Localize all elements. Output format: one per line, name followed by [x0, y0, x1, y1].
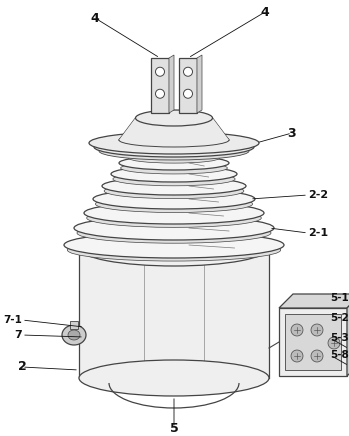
Text: 5-8: 5-8 — [330, 350, 349, 360]
Ellipse shape — [104, 184, 244, 199]
Bar — [179, 58, 197, 113]
Ellipse shape — [62, 325, 86, 345]
Ellipse shape — [87, 209, 261, 227]
Ellipse shape — [74, 216, 274, 240]
Ellipse shape — [111, 166, 237, 182]
Circle shape — [184, 89, 193, 98]
Text: 7: 7 — [14, 330, 22, 340]
Ellipse shape — [64, 232, 284, 258]
Ellipse shape — [79, 360, 269, 396]
Circle shape — [184, 67, 193, 76]
Bar — [151, 58, 169, 113]
Text: 5-2: 5-2 — [330, 313, 349, 323]
Text: 3: 3 — [288, 126, 296, 140]
Bar — [70, 321, 78, 329]
Polygon shape — [119, 118, 229, 140]
Polygon shape — [169, 55, 174, 113]
Text: 5-3: 5-3 — [330, 333, 349, 343]
Text: 2-2: 2-2 — [308, 190, 328, 200]
Ellipse shape — [99, 142, 249, 160]
Ellipse shape — [119, 133, 229, 147]
Circle shape — [311, 350, 323, 362]
Circle shape — [328, 337, 340, 349]
Ellipse shape — [89, 132, 259, 154]
Bar — [285, 314, 341, 370]
Ellipse shape — [79, 230, 269, 266]
Circle shape — [291, 350, 303, 362]
Text: 4: 4 — [261, 6, 269, 18]
Text: 2: 2 — [18, 361, 27, 374]
Circle shape — [156, 89, 164, 98]
Ellipse shape — [68, 330, 80, 340]
Polygon shape — [347, 294, 349, 376]
Ellipse shape — [67, 239, 281, 261]
Polygon shape — [79, 248, 269, 378]
Ellipse shape — [93, 189, 255, 209]
Text: 5-1: 5-1 — [330, 293, 349, 303]
Ellipse shape — [128, 153, 220, 163]
Text: 7-1: 7-1 — [3, 315, 22, 325]
Ellipse shape — [119, 156, 229, 170]
Circle shape — [156, 67, 164, 76]
Ellipse shape — [77, 223, 271, 243]
Text: 5: 5 — [170, 422, 178, 435]
Circle shape — [291, 324, 303, 336]
Ellipse shape — [127, 147, 221, 159]
Ellipse shape — [135, 110, 213, 126]
Ellipse shape — [94, 137, 254, 157]
Ellipse shape — [113, 172, 235, 186]
Text: 2-1: 2-1 — [308, 228, 328, 238]
Ellipse shape — [84, 202, 264, 224]
Ellipse shape — [95, 195, 253, 212]
Ellipse shape — [102, 177, 246, 195]
Ellipse shape — [121, 162, 227, 174]
Bar — [279, 308, 347, 376]
Polygon shape — [197, 55, 202, 113]
Text: 4: 4 — [91, 11, 99, 24]
Circle shape — [311, 324, 323, 336]
Polygon shape — [279, 294, 349, 308]
